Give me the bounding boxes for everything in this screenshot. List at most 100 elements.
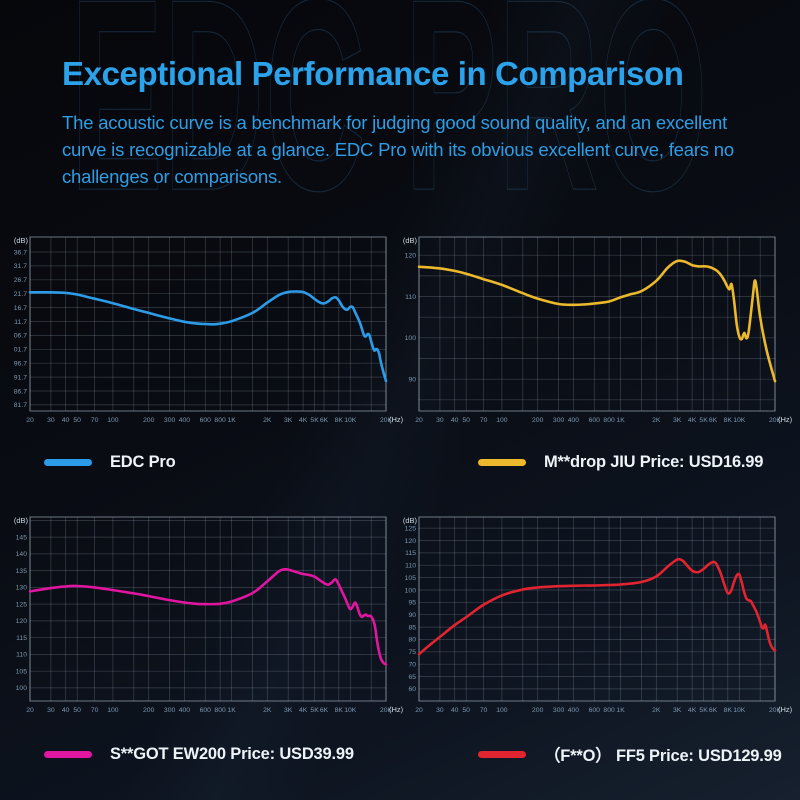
- svg-text:2K: 2K: [652, 707, 661, 714]
- svg-text:86.7: 86.7: [14, 388, 27, 395]
- svg-text:8K: 8K: [335, 707, 344, 714]
- legend-swatch-yellow: [478, 458, 526, 466]
- svg-text:1K: 1K: [227, 417, 236, 424]
- svg-text:200: 200: [532, 417, 544, 424]
- svg-text:10K: 10K: [733, 417, 746, 424]
- svg-text:4K: 4K: [299, 707, 308, 714]
- svg-text:131.7: 131.7: [14, 263, 27, 270]
- svg-text:10K: 10K: [733, 707, 746, 714]
- svg-text:70: 70: [480, 707, 488, 714]
- svg-text:125: 125: [405, 525, 417, 532]
- svg-text:140: 140: [16, 551, 28, 558]
- svg-text:20: 20: [415, 707, 423, 714]
- svg-text:8K: 8K: [335, 417, 344, 424]
- legend-label-mdrop-jiu: M**drop JIU Price: USD16.99: [544, 452, 764, 471]
- legend-edc-pro: EDC Pro: [44, 452, 176, 472]
- svg-text:96.7: 96.7: [14, 361, 27, 368]
- svg-text:95: 95: [408, 600, 416, 607]
- svg-text:400: 400: [179, 417, 191, 424]
- svg-text:400: 400: [568, 707, 580, 714]
- svg-text:85: 85: [408, 624, 416, 631]
- svg-text:20: 20: [26, 417, 34, 424]
- svg-text:115: 115: [16, 635, 27, 642]
- svg-text:5K: 5K: [699, 707, 708, 714]
- svg-text:3K: 3K: [673, 707, 682, 714]
- svg-text:105: 105: [16, 669, 28, 676]
- frequency-response-plot: 145 140 135 130 125 120 115 110 105 100 20 30 40 50 70…: [14, 516, 404, 714]
- svg-text:40: 40: [451, 707, 459, 714]
- svg-text:100: 100: [496, 707, 508, 714]
- legend-sgot-ew200: S**GOT EW200 Price: USD39.99: [44, 744, 354, 764]
- svg-text:800: 800: [603, 417, 615, 424]
- svg-text:6K: 6K: [320, 707, 329, 714]
- svg-text:40: 40: [62, 707, 70, 714]
- response-curve: [417, 557, 777, 656]
- svg-text:2K: 2K: [263, 707, 272, 714]
- svg-text:70: 70: [91, 417, 99, 424]
- svg-text:(Hz): (Hz): [778, 705, 793, 714]
- svg-text:50: 50: [73, 417, 81, 424]
- svg-text:106.7: 106.7: [14, 333, 27, 340]
- svg-text:300: 300: [553, 707, 565, 714]
- svg-text:(dB): (dB): [403, 516, 417, 525]
- legend-mdrop-jiu: M**drop JIU Price: USD16.99: [478, 452, 763, 472]
- legend-swatch-blue: [44, 458, 92, 466]
- svg-text:75: 75: [408, 649, 416, 656]
- svg-text:70: 70: [480, 417, 488, 424]
- frequency-response-plot: 136.7 131.7 126.7 121.7 116.7 111.7 106.7 101.7…: [10, 236, 404, 424]
- response-curve: [28, 567, 388, 666]
- svg-text:5K: 5K: [699, 417, 708, 424]
- chart-edc-pro: 136.7 131.7 126.7 121.7 116.7 111.7 106.7 101.7…: [10, 228, 404, 428]
- svg-text:(dB): (dB): [14, 516, 28, 525]
- svg-text:20: 20: [415, 417, 423, 424]
- svg-text:(dB): (dB): [403, 236, 417, 245]
- svg-text:30: 30: [436, 707, 444, 714]
- svg-text:5K: 5K: [310, 707, 319, 714]
- svg-text:100: 100: [405, 587, 417, 594]
- svg-text:4K: 4K: [299, 417, 308, 424]
- svg-text:115: 115: [405, 550, 416, 557]
- svg-text:10K: 10K: [344, 417, 357, 424]
- svg-text:3K: 3K: [284, 707, 293, 714]
- svg-text:1K: 1K: [616, 417, 625, 424]
- svg-text:200: 200: [143, 707, 155, 714]
- svg-text:8K: 8K: [724, 707, 733, 714]
- description-line: challenges or comparisons.: [62, 166, 282, 187]
- svg-text:300: 300: [164, 417, 176, 424]
- legend-fo-ff5: （F**O） FF5 Price: USD129.99: [478, 744, 782, 765]
- svg-text:120: 120: [405, 538, 417, 545]
- svg-text:130: 130: [16, 585, 28, 592]
- chart-sgot-ew200: 145 140 135 130 125 120 115 110 105 100 20 30 40 50 70…: [14, 508, 404, 718]
- svg-text:135: 135: [16, 568, 28, 575]
- svg-text:6K: 6K: [320, 417, 329, 424]
- svg-text:126.7: 126.7: [14, 277, 27, 284]
- svg-text:20K: 20K: [769, 417, 782, 424]
- svg-text:800: 800: [603, 707, 615, 714]
- svg-text:30: 30: [47, 417, 55, 424]
- svg-text:20K: 20K: [380, 707, 393, 714]
- svg-text:30: 30: [436, 417, 444, 424]
- svg-text:300: 300: [553, 417, 565, 424]
- svg-text:145: 145: [16, 534, 28, 541]
- svg-text:90: 90: [408, 377, 416, 384]
- svg-text:8K: 8K: [724, 417, 733, 424]
- svg-text:101.7: 101.7: [14, 347, 27, 354]
- svg-text:136.7: 136.7: [14, 249, 27, 256]
- svg-text:2K: 2K: [263, 417, 272, 424]
- svg-text:116.7: 116.7: [14, 305, 27, 312]
- svg-text:800: 800: [214, 707, 226, 714]
- legend-label-sgot-ew200: S**GOT EW200 Price: USD39.99: [110, 744, 354, 763]
- svg-text:400: 400: [568, 417, 580, 424]
- legend-swatch-red: [478, 750, 526, 758]
- svg-text:1K: 1K: [227, 707, 236, 714]
- svg-text:20K: 20K: [769, 707, 782, 714]
- svg-text:81.7: 81.7: [14, 402, 27, 409]
- legend-label-edc-pro: EDC Pro: [110, 452, 176, 471]
- svg-text:121.7: 121.7: [14, 291, 27, 298]
- svg-text:3K: 3K: [673, 417, 682, 424]
- svg-text:10K: 10K: [344, 707, 357, 714]
- svg-text:300: 300: [164, 707, 176, 714]
- svg-text:50: 50: [462, 417, 470, 424]
